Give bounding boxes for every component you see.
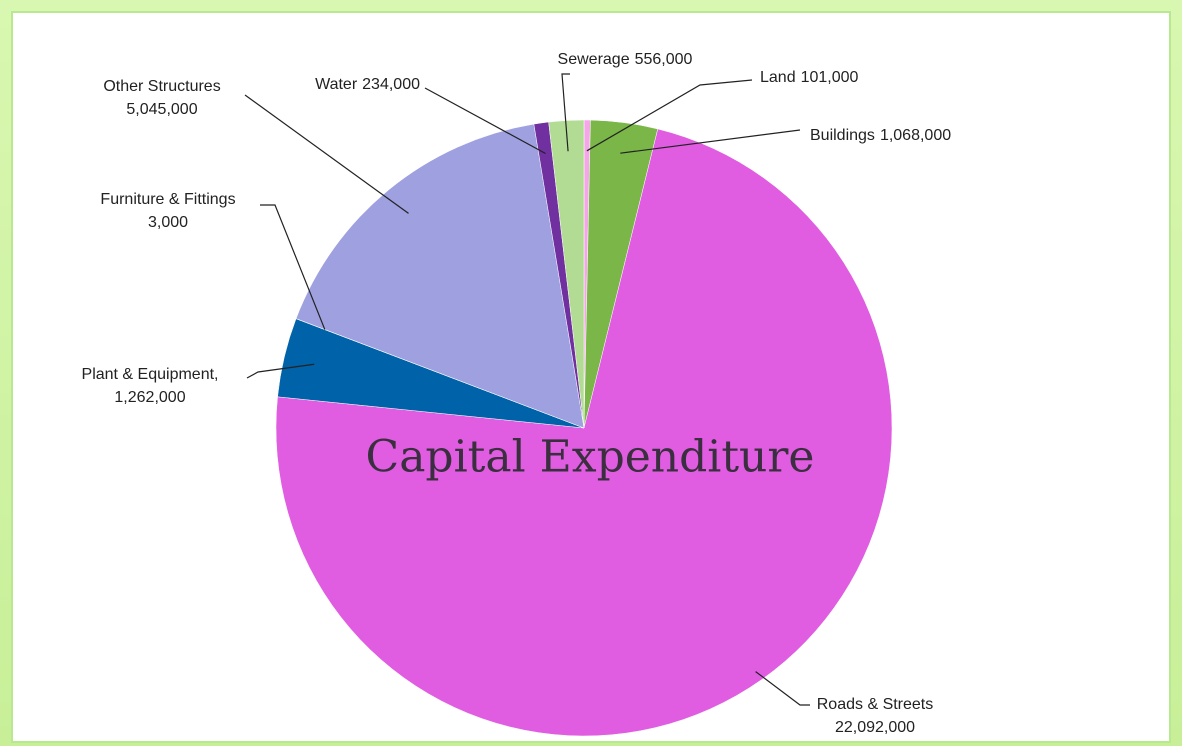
data-label: Roads & Streets 22,092,000 (817, 696, 934, 736)
chart-title: Capital Expenditure (366, 432, 815, 483)
data-label: Water 234,000 (315, 76, 420, 93)
label-value: 22,092,000 (835, 719, 915, 736)
leader-line (561, 73, 570, 152)
pie (275, 119, 893, 737)
data-label: Plant & Equipment, 1,262,000 (82, 366, 219, 406)
label-value: 101,000 (801, 69, 859, 86)
label-name: Roads & Streets (817, 696, 934, 713)
label-value: 234,000 (362, 76, 420, 93)
labels: Land 101,000 Buildings 1,068,000 Roads & Str… (82, 51, 952, 736)
label-name: Land (760, 69, 796, 86)
slice (548, 119, 585, 429)
leader-line (755, 671, 810, 706)
label-name: Other Structures (103, 78, 220, 95)
leader-line (246, 363, 315, 379)
label-value: 1,262,000 (114, 389, 185, 406)
slice (295, 123, 585, 429)
data-label: Buildings 1,068,000 (810, 127, 951, 144)
label-name: Plant & Equipment, (82, 366, 219, 383)
leader-line (424, 87, 546, 155)
leader-line (586, 79, 753, 152)
label-name: Buildings (810, 127, 875, 144)
leader-line (620, 129, 801, 154)
slice (275, 128, 893, 737)
data-label: Land 101,000 (760, 69, 859, 86)
data-label: Sewerage 556,000 (558, 51, 693, 68)
label-name: Water (315, 76, 358, 93)
label-value: 556,000 (635, 51, 693, 68)
label-value: 5,045,000 (126, 101, 197, 118)
label-name: Sewerage (558, 51, 630, 68)
leader-line (244, 94, 409, 214)
data-label: Other Structures 5,045,000 (103, 78, 220, 118)
leader-line (260, 204, 326, 330)
data-label: Furniture & Fittings 3,000 (100, 191, 235, 231)
label-value: 3,000 (148, 214, 188, 231)
label-value: 1,068,000 (880, 127, 951, 144)
label-name: Furniture & Fittings (100, 191, 235, 208)
